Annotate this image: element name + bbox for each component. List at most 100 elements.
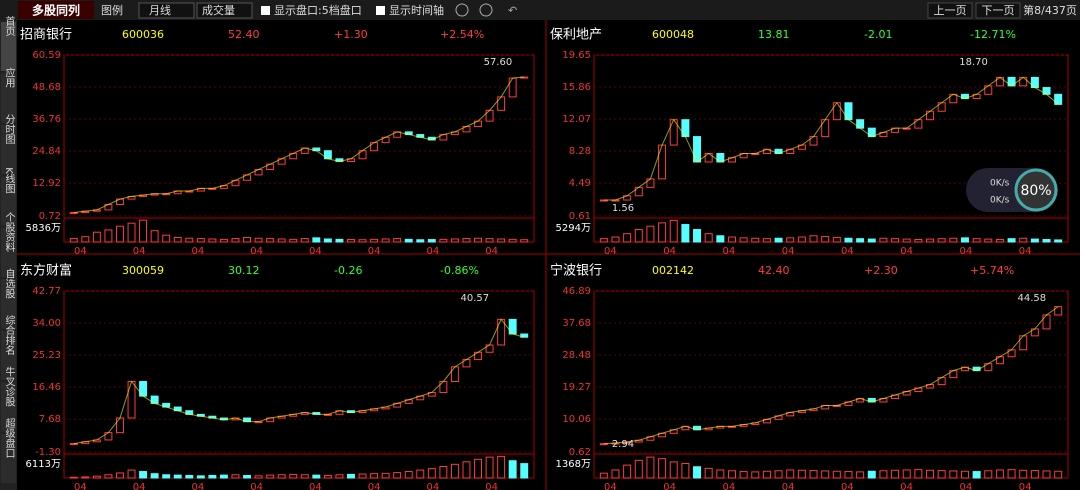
volume-bar (323, 474, 332, 479)
price: 13.81 (758, 28, 790, 41)
y-tick-label: 28.48 (562, 350, 591, 361)
sidebar-tab[interactable] (1, 279, 16, 329)
volume-bar (867, 470, 876, 479)
volume-bar (254, 475, 263, 479)
x-label: 04 (723, 246, 736, 257)
volume-bar (381, 238, 390, 243)
volume-bar (623, 464, 632, 479)
y-tick-label: 0.72 (39, 211, 61, 222)
x-label: 04 (309, 246, 322, 257)
x-label: 04 (368, 482, 381, 490)
volume-bar (81, 476, 90, 479)
sidebar-tab[interactable] (1, 125, 16, 174)
volume-bar (727, 236, 736, 243)
volume-bar (716, 235, 725, 243)
prev-btn[interactable] (927, 2, 973, 19)
candle (681, 119, 690, 138)
volume-bar (669, 461, 678, 479)
volume-bar (634, 459, 643, 479)
net-up: 0K/s (990, 179, 1010, 189)
volume-bar (92, 475, 101, 479)
change-pct: -0.86% (440, 264, 479, 277)
x-label: 04 (900, 482, 913, 490)
high-label: 40.57 (460, 293, 489, 304)
x-label: 04 (133, 246, 146, 257)
x-label: 04 (960, 246, 973, 257)
volume-bar (196, 238, 205, 243)
volume-bar (1019, 469, 1028, 479)
period-select[interactable] (138, 2, 195, 19)
volume-bar (704, 467, 713, 479)
checkbox[interactable] (261, 6, 270, 15)
volume-bar (508, 238, 517, 243)
candle (69, 212, 78, 215)
volume-bar (116, 472, 124, 479)
volume-bar (312, 474, 321, 479)
sidebar-tab[interactable] (1, 228, 16, 277)
sidebar-label: 综合排名 (3, 314, 15, 356)
zoom-in[interactable] (455, 3, 469, 17)
stock-name: 保利地产 (550, 28, 602, 43)
volume-bar (416, 239, 425, 243)
candle (520, 333, 529, 338)
x-label: 04 (841, 482, 854, 490)
x-label: 04 (427, 482, 440, 490)
volume-bar (949, 470, 958, 479)
volume-bar (832, 470, 841, 479)
volume-bar (844, 471, 853, 479)
volume-bar (809, 470, 818, 479)
sidebar-tab[interactable] (1, 176, 16, 226)
checkbox[interactable] (376, 6, 385, 15)
indicator-select[interactable] (196, 2, 253, 19)
volume-bar (81, 236, 90, 243)
zoom-out[interactable] (479, 3, 493, 17)
volume-bar (462, 461, 471, 479)
sidebar-tab[interactable] (1, 331, 16, 380)
sidebar-tab[interactable] (1, 73, 16, 123)
volume-bar (914, 239, 923, 243)
volume-bar (219, 474, 228, 479)
sidebar-label: 牛叉诊股 (3, 365, 15, 407)
volume-bar (984, 470, 993, 479)
stock-name: 招商银行 (20, 28, 72, 43)
legend-btn[interactable]: 图例 (101, 3, 123, 17)
x-label: 04 (250, 246, 263, 257)
volume-bar (832, 236, 841, 243)
x-label: 04 (900, 246, 913, 257)
x-label: 04 (782, 246, 795, 257)
next-btn[interactable] (975, 2, 1021, 19)
volume-bar (926, 469, 935, 479)
high-label: 44.58 (1018, 293, 1047, 304)
app-title: 多股同列 (32, 3, 80, 18)
volume-bar (289, 473, 298, 479)
volume-bar (1007, 238, 1016, 243)
volume-bar (474, 458, 482, 479)
volume-bar (681, 463, 690, 479)
gauge (1014, 168, 1058, 212)
volume-bar (404, 471, 413, 479)
candle (69, 443, 78, 446)
volume-bar (427, 239, 436, 243)
x-label: 04 (74, 246, 87, 257)
back[interactable]: ↶ (508, 4, 517, 17)
volume-bar (508, 460, 517, 479)
title-bg (18, 1, 94, 19)
sidebar-tab[interactable] (1, 382, 16, 432)
volume-bar (266, 238, 275, 243)
volume-bar (150, 230, 159, 243)
volume-bar (611, 236, 620, 243)
volume-bar (844, 237, 853, 243)
volume-bar (902, 469, 911, 479)
volume-bar (599, 472, 608, 479)
sidebar-tab[interactable] (1, 434, 16, 483)
volume-label: 1368万 (556, 459, 591, 470)
volume-bar (995, 239, 1004, 243)
x-label: 04 (250, 482, 263, 490)
show-time: 显示时间轴 (389, 3, 444, 17)
volume-bar (208, 474, 217, 479)
sidebar-tab[interactable] (1, 22, 16, 71)
net-widget: 0K/s 0K/s 80% (966, 168, 1058, 212)
candle (658, 144, 667, 180)
volume-bar (127, 222, 136, 243)
stock-code: 600036 (122, 28, 164, 41)
